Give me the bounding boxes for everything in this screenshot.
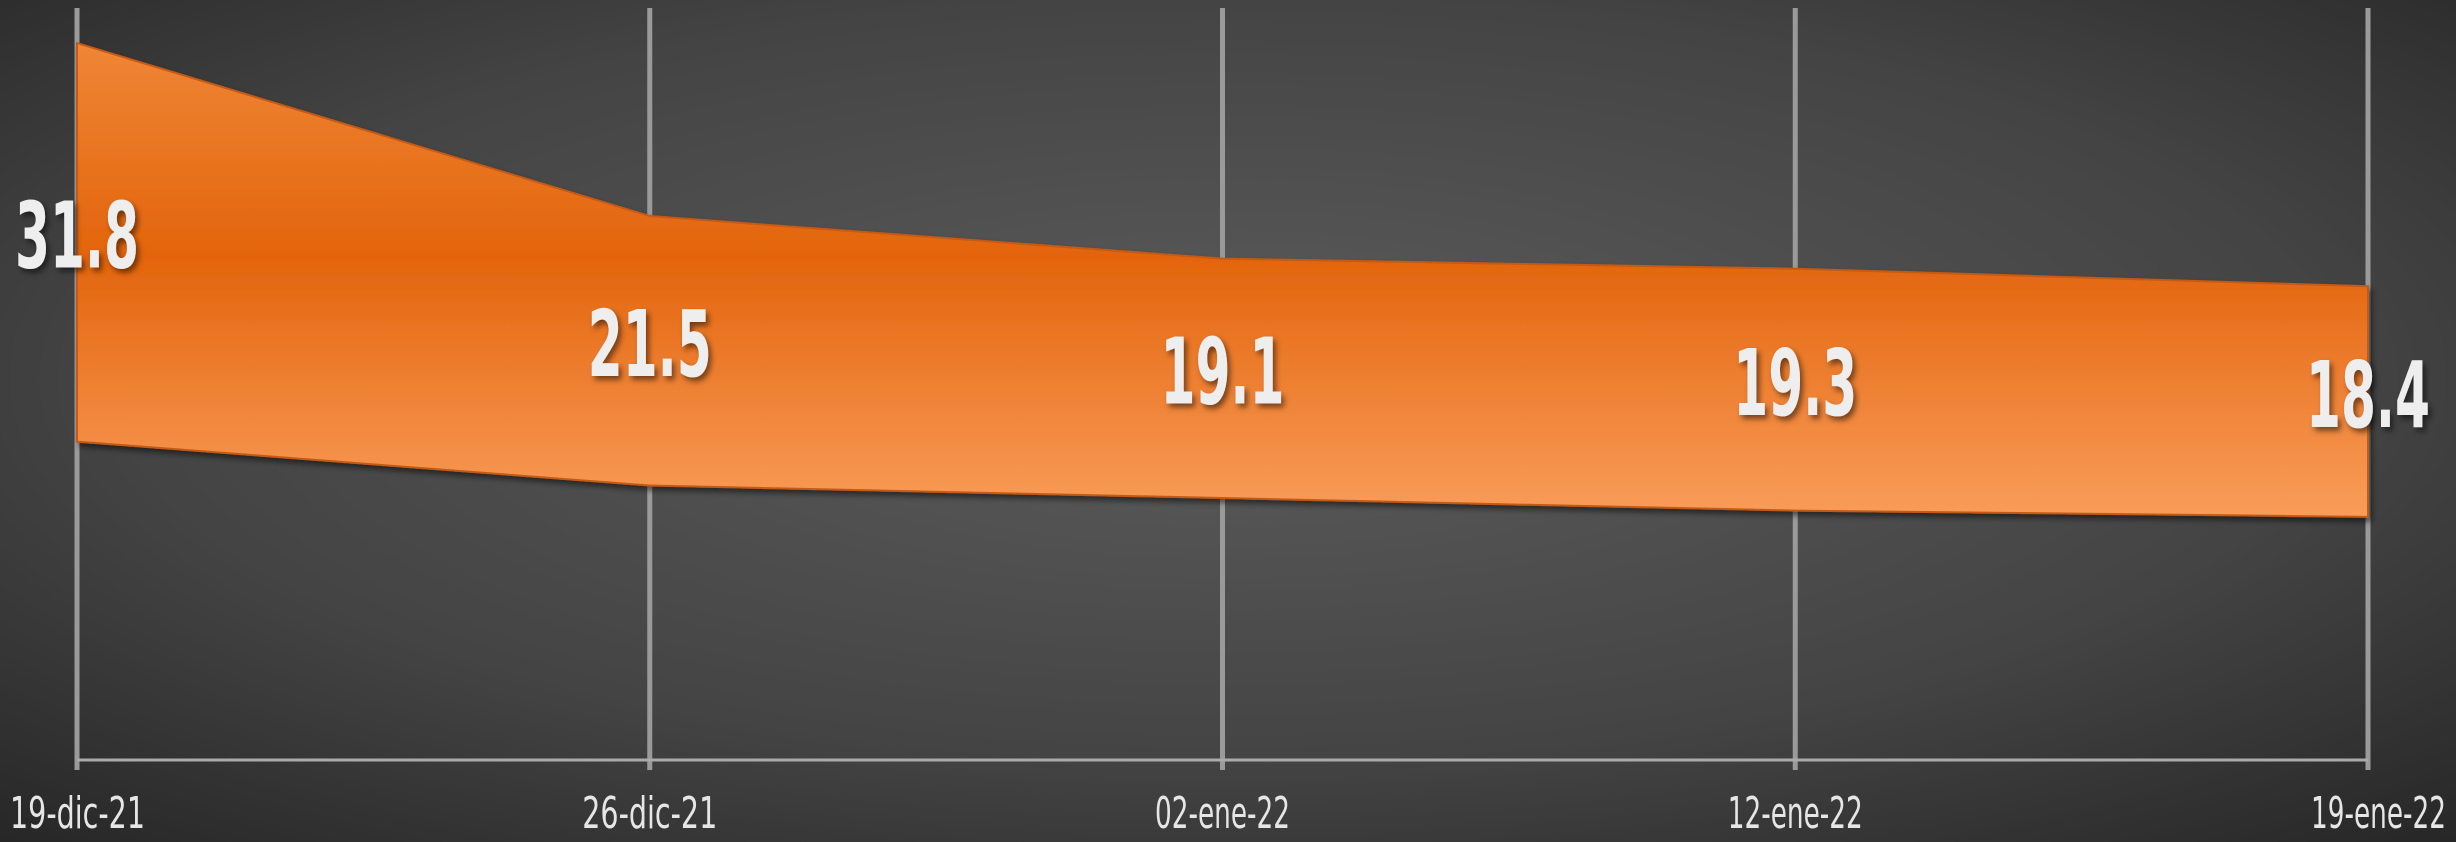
x-tick-label: 19-ene-22	[2311, 788, 2446, 839]
area	[76, 41, 2369, 518]
data-label: 31.8	[15, 183, 139, 290]
x-tick-label: 12-ene-22	[1728, 788, 1863, 839]
x-tick-label: 26-dic-21	[582, 788, 717, 839]
x-tick-label: 19-dic-21	[10, 788, 145, 839]
plot: 31.8 21.5 19.1 19.3 18.4 19-dic-21 26-dic-21 02…	[10, 8, 2446, 839]
data-label: 18.4	[2306, 342, 2430, 449]
x-tick-label: 02-ene-22	[1155, 788, 1290, 839]
data-label: 19.3	[1733, 330, 1857, 437]
data-label: 19.1	[1161, 319, 1285, 426]
data-label: 21.5	[588, 291, 712, 398]
